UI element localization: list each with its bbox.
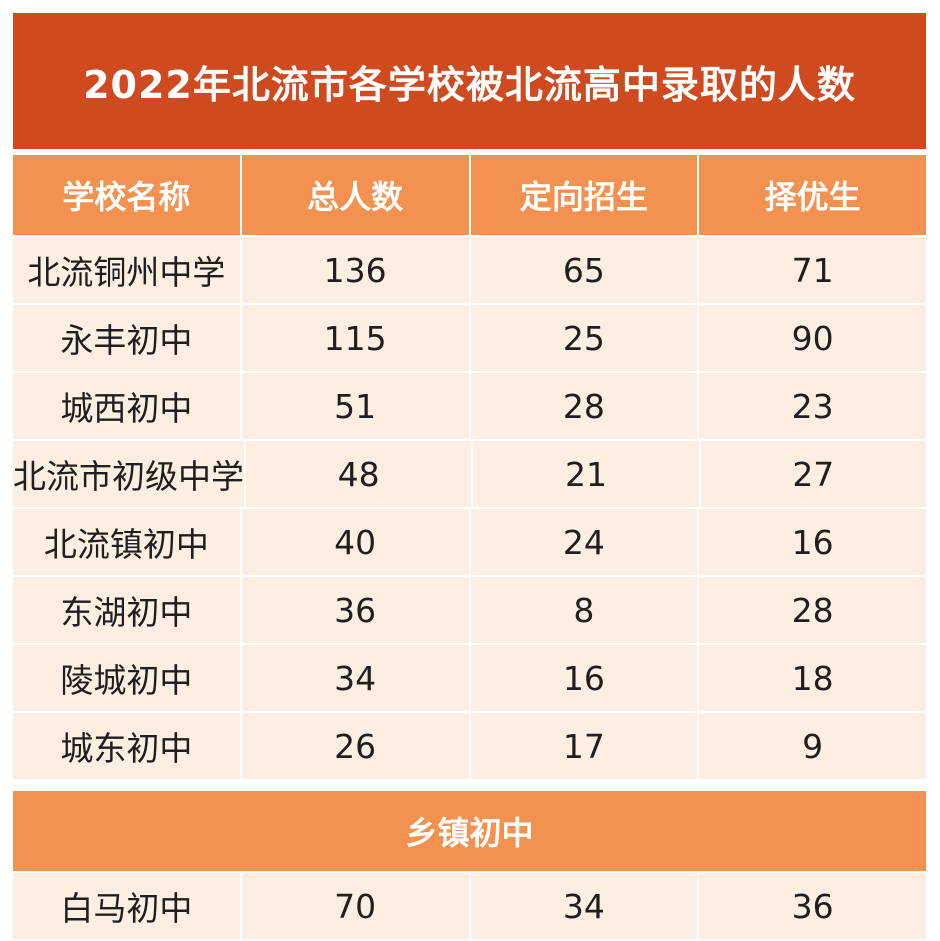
title-divider [13,149,926,155]
cell-total: 136 [241,237,469,303]
admission-table: 2022年北流市各学校被北流高中录取的人数 学校名称 总人数 定向招生 择优生 … [13,13,926,941]
cell-directed: 34 [470,873,698,939]
cell-total: 51 [241,373,469,439]
cell-merit: 9 [699,713,926,779]
header-directed: 定向招生 [470,155,698,235]
cell-merit: 18 [699,645,926,711]
cell-total: 34 [241,645,469,711]
cell-directed: 28 [470,373,698,439]
cell-total: 48 [246,441,472,507]
table-title: 2022年北流市各学校被北流高中录取的人数 [13,13,926,149]
cell-directed: 65 [470,237,698,303]
section-header-township: 乡镇初中 [13,791,926,871]
table-row: 永丰初中 115 25 90 [13,305,926,371]
cell-merit: 27 [700,441,926,507]
table-row: 北流市初级中学 48 21 27 [13,441,926,507]
table-row: 东湖初中 36 8 28 [13,577,926,643]
cell-total: 70 [241,873,469,939]
table-row: 城西初中 51 28 23 [13,373,926,439]
header-merit: 择优生 [699,155,926,235]
cell-merit: 36 [699,873,926,939]
cell-directed: 21 [473,441,699,507]
cell-total: 40 [241,509,469,575]
cell-merit: 23 [699,373,926,439]
cell-merit: 71 [699,237,926,303]
cell-directed: 24 [470,509,698,575]
cell-directed: 25 [470,305,698,371]
cell-school: 永丰初中 [13,305,240,371]
cell-directed: 8 [470,577,698,643]
cell-school: 陵城初中 [13,645,240,711]
table-row: 城东初中 26 17 9 [13,713,926,779]
cell-school: 城西初中 [13,373,240,439]
header-total: 总人数 [241,155,469,235]
table-row: 陵城初中 34 16 18 [13,645,926,711]
header-school-name: 学校名称 [13,155,240,235]
cell-total: 26 [241,713,469,779]
table-row: 北流镇初中 40 24 16 [13,509,926,575]
cell-school: 城东初中 [13,713,240,779]
cell-total: 115 [241,305,469,371]
cell-directed: 17 [470,713,698,779]
cell-total: 36 [241,577,469,643]
table-row: 白马初中 70 34 36 [13,873,926,939]
cell-merit: 16 [699,509,926,575]
cell-school: 东湖初中 [13,577,240,643]
table-header-row: 学校名称 总人数 定向招生 择优生 [13,155,926,235]
cell-directed: 16 [470,645,698,711]
cell-school: 北流镇初中 [13,509,240,575]
table-row: 北流铜州中学 136 65 71 [13,237,926,303]
cell-school: 北流铜州中学 [13,237,240,303]
cell-school: 白马初中 [13,873,240,939]
cell-merit: 28 [699,577,926,643]
cell-school: 北流市初级中学 [13,441,244,507]
cell-merit: 90 [699,305,926,371]
section-divider [13,781,926,791]
